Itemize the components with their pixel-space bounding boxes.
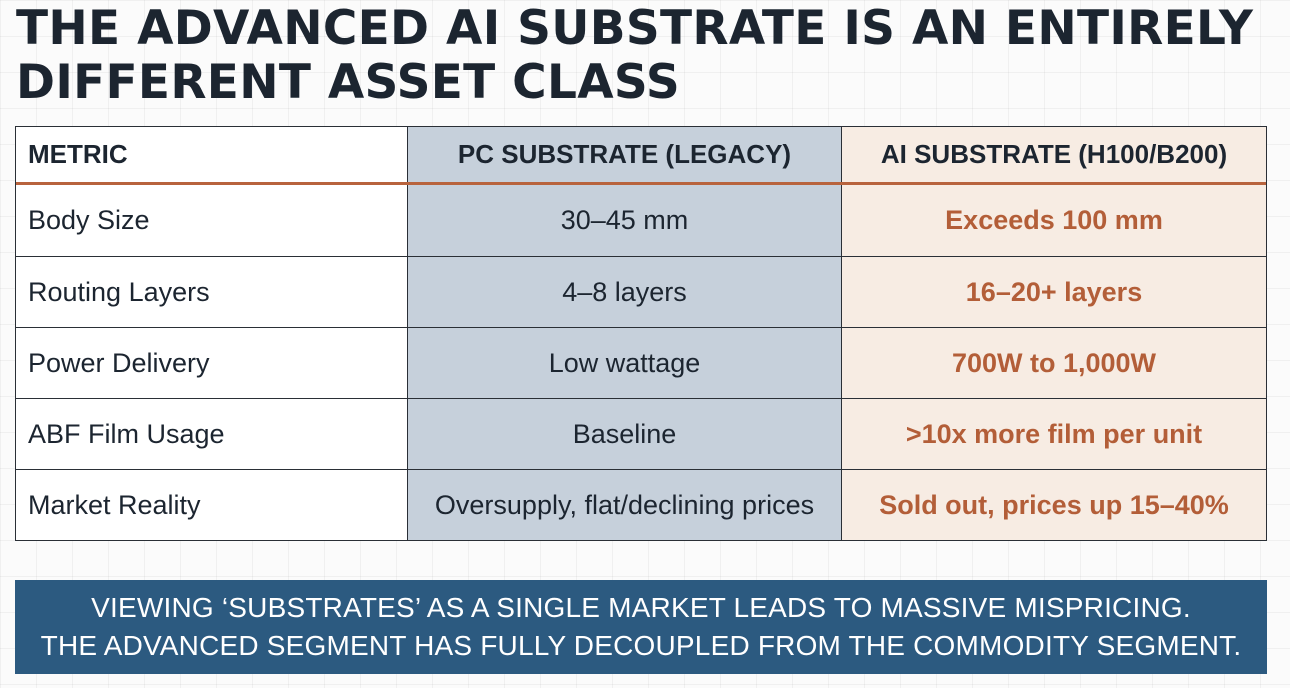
ai-value-cell: >10x more film per unit <box>842 399 1266 469</box>
metric-cell: Body Size <box>16 185 408 256</box>
pc-value-cell: Low wattage <box>408 328 842 398</box>
header-ai-substrate: AI SUBSTRATE (H100/B200) <box>842 127 1266 182</box>
metric-cell: Power Delivery <box>16 328 408 398</box>
table-row: Power Delivery Low wattage 700W to 1,000… <box>16 327 1266 398</box>
pc-value-cell: 30–45 mm <box>408 185 842 256</box>
ai-value-cell: Sold out, prices up 15–40% <box>842 470 1266 540</box>
conclusion-banner: VIEWING ‘SUBSTRATES’ AS A SINGLE MARKET … <box>15 580 1267 674</box>
pc-value-cell: 4–8 layers <box>408 257 842 327</box>
page-title: THE ADVANCED AI SUBSTRATE IS AN ENTIRELY… <box>16 1 1254 110</box>
table-row: Market Reality Oversupply, flat/declinin… <box>16 469 1266 540</box>
table-row: Routing Layers 4–8 layers 16–20+ layers <box>16 256 1266 327</box>
ai-value-cell: 700W to 1,000W <box>842 328 1266 398</box>
banner-line-1: VIEWING ‘SUBSTRATES’ AS A SINGLE MARKET … <box>91 592 1191 623</box>
table-header-row: METRIC PC SUBSTRATE (LEGACY) AI SUBSTRAT… <box>16 127 1266 185</box>
metric-cell: ABF Film Usage <box>16 399 408 469</box>
pc-value-cell: Oversupply, flat/declining prices <box>408 470 842 540</box>
table-row: Body Size 30–45 mm Exceeds 100 mm <box>16 185 1266 256</box>
header-pc-substrate: PC SUBSTRATE (LEGACY) <box>408 127 842 182</box>
table-row: ABF Film Usage Baseline >10x more film p… <box>16 398 1266 469</box>
header-metric: METRIC <box>16 127 408 182</box>
metric-cell: Market Reality <box>16 470 408 540</box>
ai-value-cell: Exceeds 100 mm <box>842 185 1266 256</box>
banner-line-2: THE ADVANCED SEGMENT HAS FULLY DECOUPLED… <box>40 630 1242 661</box>
comparison-table: METRIC PC SUBSTRATE (LEGACY) AI SUBSTRAT… <box>15 126 1267 541</box>
ai-value-cell: 16–20+ layers <box>842 257 1266 327</box>
metric-cell: Routing Layers <box>16 257 408 327</box>
pc-value-cell: Baseline <box>408 399 842 469</box>
